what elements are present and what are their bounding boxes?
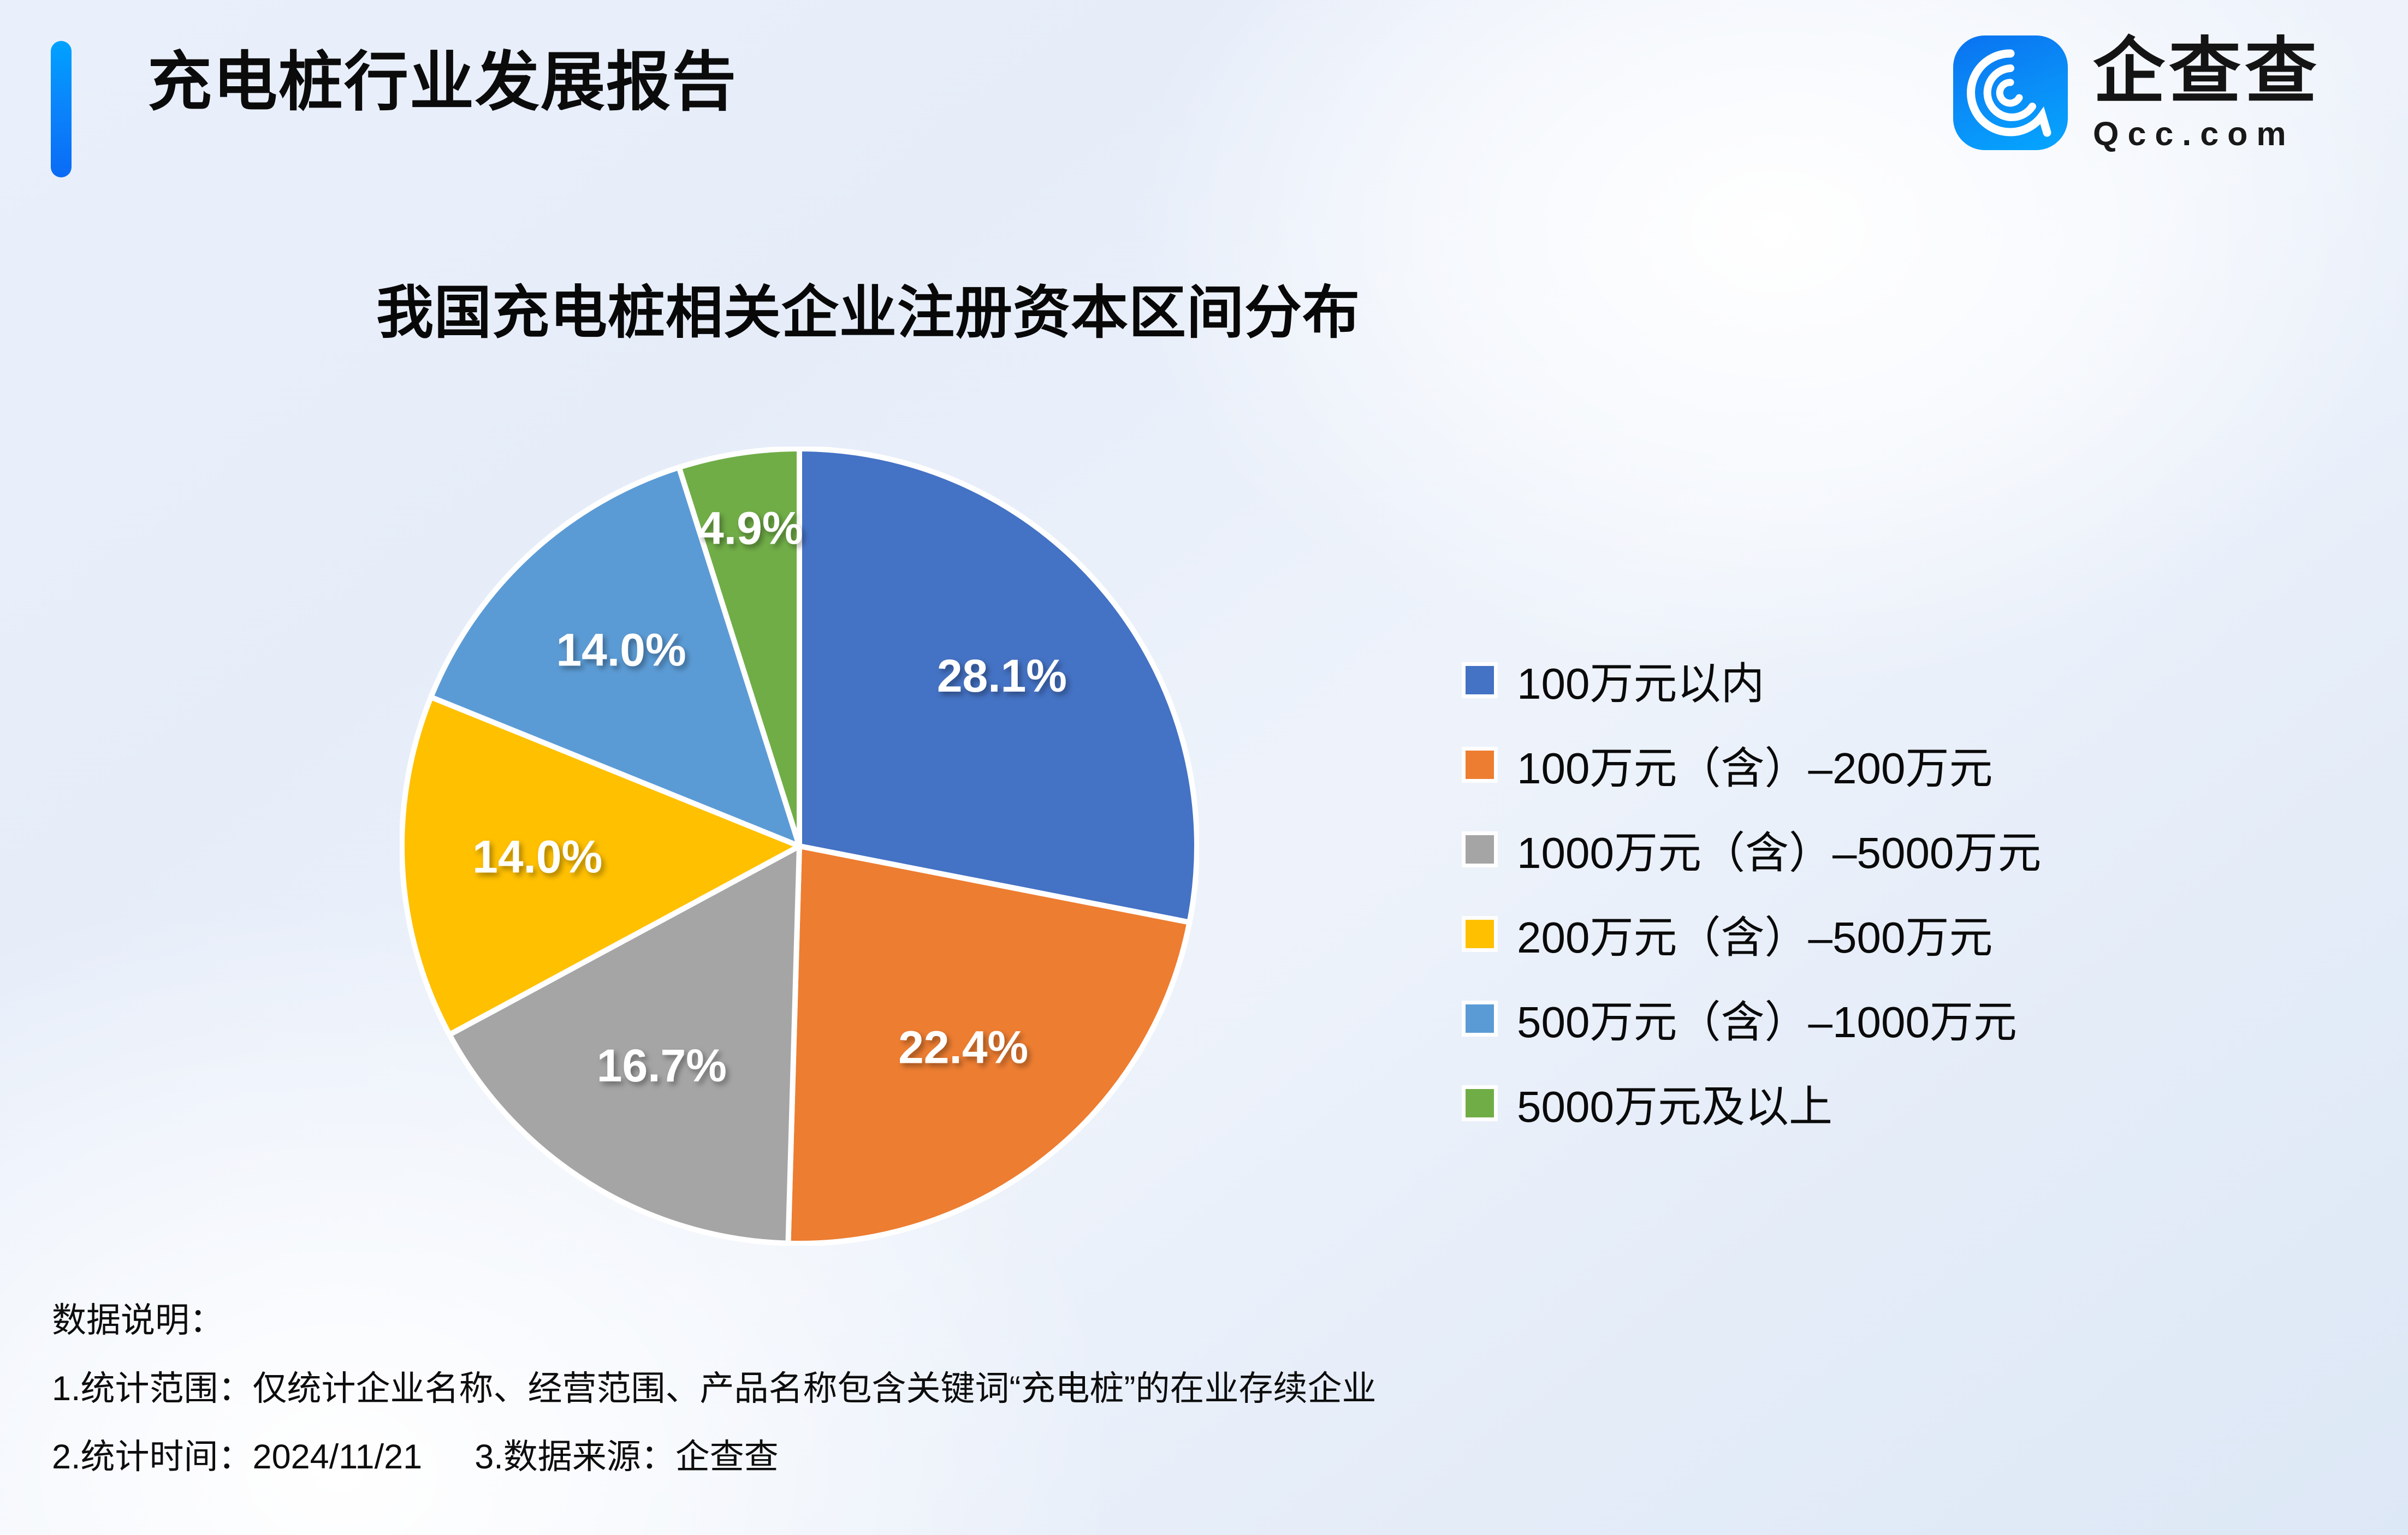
legend-color-swatch [1466,1004,1494,1033]
legend-color-swatch [1466,665,1494,694]
pie-slice[interactable] [785,843,1193,1246]
legend-item[interactable]: 200万元（含）–500万元 [1466,891,2041,976]
pie-slice[interactable] [447,843,802,1246]
legend-item-label: 500万元（含）–1000万元 [1517,997,2017,1046]
legend-color-swatch [1466,750,1494,779]
legend-item[interactable]: 1000万元（含）–5000万元 [1466,807,2041,891]
notes-heading: 数据说明： [52,1301,224,1340]
pie-slice-label: 14.0% [556,624,686,676]
pie-slice-label: 16.7% [597,1040,727,1091]
legend-item-label: 100万元（含）–200万元 [1517,743,1993,793]
legend-item[interactable]: 100万元以内 [1466,638,2041,722]
legend-item[interactable]: 500万元（含）–1000万元 [1466,976,2041,1061]
pie-slice-label: 4.9% [698,503,803,554]
brand-name-cn: 企查查 [2093,31,2321,111]
notes-line-scope: 1.统计范围：仅统计企业名称、经营范围、产品名称包含关键词“充电桩”的在业存续企… [52,1370,1377,1408]
page-title: 充电桩行业发展报告 [147,46,738,118]
legend-color-swatch [1466,1088,1494,1117]
notes-stat-time: 2.统计时间：2024/11/21 [52,1438,423,1476]
pie-slice-label: 28.1% [937,650,1067,701]
legend-item[interactable]: 5000万元及以上 [1466,1061,2041,1145]
brand-text: 企查查 Qcc.com [2093,35,2321,151]
pie-slice[interactable] [400,694,802,1038]
qcc-spiral-logo-icon [1953,35,2068,150]
legend-item[interactable]: 100万元（含）–200万元 [1466,722,2041,807]
chart-title: 我国充电桩相关企业注册资本区间分布 [376,281,1360,345]
data-notes: 数据说明： 1.统计范围：仅统计企业名称、经营范围、产品名称包含关键词“充电桩”… [52,1304,2236,1474]
legend-item-label: 200万元（含）–500万元 [1517,913,1993,962]
chart-legend: 100万元以内 100万元（含）–200万元 1000万元（含）–5000万元 200… [1466,638,2041,1145]
pie-slice[interactable] [676,447,802,849]
pie-slice-group [400,447,1199,1246]
brand-logo-group[interactable]: 企查查 Qcc.com [1953,30,2321,156]
brand-name-en: Qcc.com [2093,115,2295,152]
pie-slice-label: 22.4% [898,1021,1028,1073]
legend-color-swatch [1466,835,1494,864]
legend-color-swatch [1466,919,1494,948]
page-header: 充电桩行业发展报告 企查查 Qcc.com [0,0,2408,180]
pie-slice[interactable] [797,447,1199,925]
legend-item-label: 5000万元及以上 [1517,1082,1832,1131]
notes-data-source: 3.数据来源：企查查 [475,1438,779,1476]
legend-item-label: 1000万元（含）–5000万元 [1517,828,2042,877]
legend-item-label: 100万元以内 [1517,659,1765,708]
pie-label-group: 28.1% 22.4% 16.7% 14.0% 14.0% 4.9% [472,503,1067,1092]
notes-line-time-source: 2.统计时间：2024/11/21 3.数据来源：企查查 [52,1440,2236,1474]
pie-slice-label: 14.0% [472,831,602,883]
header-accent-bar [51,41,72,177]
pie-chart: 28.1% 22.4% 16.7% 14.0% 14.0% 4.9% [400,447,1199,1246]
